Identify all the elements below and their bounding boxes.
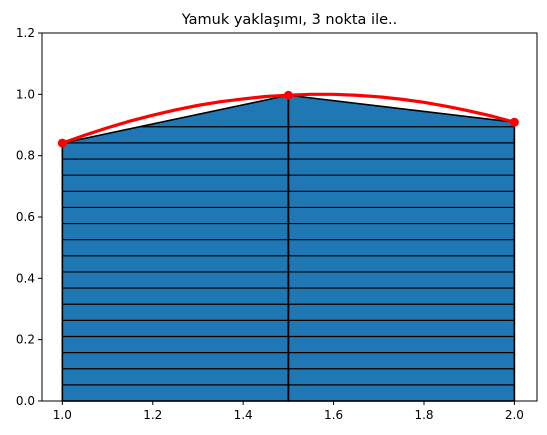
- x-tick-label-1: 1.0: [53, 408, 72, 422]
- y-tick-label-7: 1.2: [16, 26, 35, 40]
- y-tick-label-6: 1.0: [16, 87, 35, 101]
- y-tick-label-3: 0.4: [16, 271, 35, 285]
- x-tick-label-4: 1.6: [324, 408, 343, 422]
- x-tick-label-6: 2.0: [505, 408, 524, 422]
- trapezoid-1: [62, 95, 289, 402]
- plot-area: 1.0 1.2 1.4 1.6 1.8 2.0 0.0 0.2 0.4 0.6 0.8 1.0 1.2: [16, 26, 538, 422]
- hatch-lines: [62, 126, 515, 402]
- x-tick-label-3: 1.4: [234, 408, 253, 422]
- x-tick-label-5: 1.8: [414, 408, 433, 422]
- y-tick-label-4: 0.6: [16, 210, 35, 224]
- node-point-1: [57, 138, 67, 148]
- x-tick-label-2: 1.2: [143, 408, 162, 422]
- chart-title: Yamuk yaklaşımı, 3 nokta ile..: [181, 12, 397, 28]
- y-tick-label-1: 0.0: [16, 394, 35, 408]
- trapezoid-2: [288, 95, 515, 402]
- node-point-3: [509, 117, 519, 127]
- y-tick-label-2: 0.2: [16, 333, 35, 347]
- node-point-2: [283, 90, 293, 100]
- y-tick-label-5: 0.8: [16, 149, 35, 163]
